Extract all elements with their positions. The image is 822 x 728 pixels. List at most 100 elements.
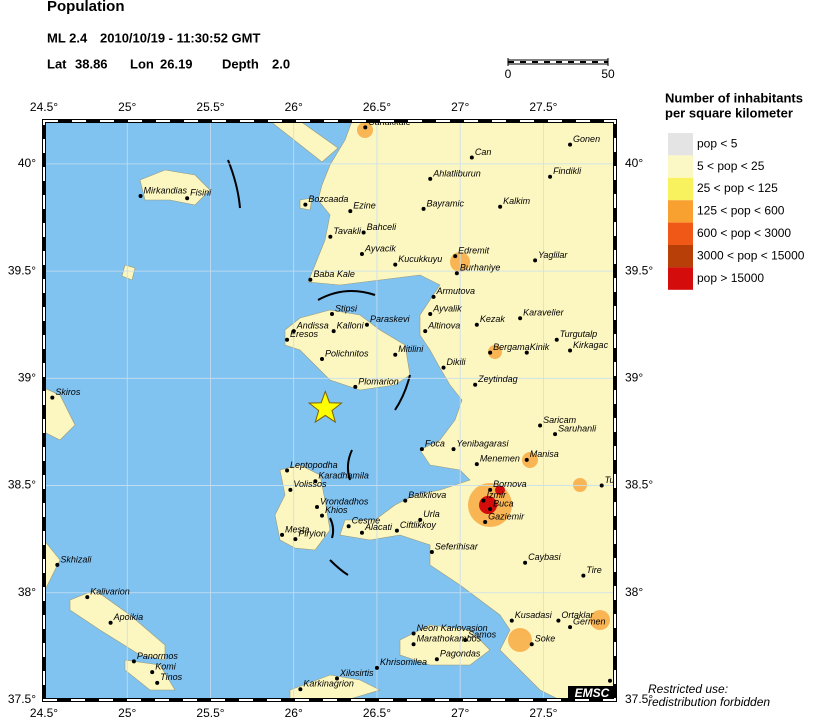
place-dot: [364, 322, 369, 327]
legend-label: pop > 15000: [697, 271, 764, 285]
place-label: Ayvalik: [432, 303, 462, 313]
place-label: Kezak: [480, 314, 506, 324]
x-tick-label: 26°: [285, 706, 303, 720]
place-dot: [150, 670, 155, 675]
y-tick-label: 39°: [625, 371, 643, 385]
place-label: Caybasi: [528, 552, 562, 562]
x-tick-label: 27.5°: [529, 100, 557, 114]
place-label: Dikili: [447, 357, 467, 367]
place-label: Ciftlikkoy: [400, 520, 437, 530]
place-label: Leptopodha: [290, 460, 338, 470]
legend-swatch: [668, 245, 693, 268]
place-dot: [55, 562, 60, 567]
x-tick-label: 26.5°: [363, 706, 391, 720]
place-label: Kusadasi: [515, 610, 553, 620]
place-label: Burhaniye: [460, 263, 501, 273]
place-dot: [463, 637, 468, 642]
place-dot: [538, 423, 543, 428]
place-label: Gonen: [573, 134, 600, 144]
place-label: Bozcaada: [308, 194, 348, 204]
place-dot: [548, 174, 553, 179]
x-tick-label: 26.5°: [363, 100, 391, 114]
place-label: Marathokambos: [417, 634, 482, 644]
badge: [568, 686, 616, 701]
place-dot: [85, 595, 90, 600]
place-dot: [523, 560, 528, 565]
place-label: Tavakli: [333, 226, 362, 236]
place-dot: [138, 194, 143, 199]
place-dot: [524, 350, 529, 355]
place-dot: [320, 357, 325, 362]
place-label: Zeytindag: [477, 374, 518, 384]
place-label: Altinova: [427, 321, 460, 331]
place-dot: [285, 468, 290, 473]
place-label: Soke: [535, 634, 556, 644]
place-dot: [320, 513, 325, 518]
place-dot: [280, 532, 285, 537]
place-dot: [346, 524, 351, 529]
land: [44, 121, 615, 700]
place-label: Stipsi: [335, 303, 358, 313]
place-dot: [453, 254, 458, 259]
x-tick-label: 24.5°: [30, 706, 58, 720]
place-dot: [303, 202, 308, 207]
notice: Restricted use:: [648, 682, 728, 696]
x-tick-label: 26°: [285, 100, 303, 114]
legend-label: pop < 5: [697, 136, 738, 150]
y-tick-label: 38.5°: [8, 478, 36, 492]
place-dot: [469, 155, 474, 160]
legend-swatch: [668, 155, 693, 178]
map-frame: [42, 119, 617, 702]
y-tick-label: 38.5°: [625, 478, 653, 492]
place-dot: [481, 498, 486, 503]
place-label: Samos: [468, 629, 497, 639]
place-dot: [434, 657, 439, 662]
place-label: Turgutl: [605, 475, 633, 485]
title: Population: [47, 0, 125, 15]
place-label: Andissa: [296, 321, 329, 331]
x-tick-label: 27°: [451, 100, 469, 114]
place-dot: [298, 687, 303, 692]
place-dot: [155, 680, 160, 685]
place-label: Karavelier: [523, 308, 565, 318]
place-label: Germen: [573, 616, 606, 626]
legend-label: 600 < pop < 3000: [697, 226, 791, 240]
place-label: Bayramic: [427, 198, 465, 208]
legend-label: 5 < pop < 25: [697, 159, 765, 173]
place-label: Mesta: [285, 524, 310, 534]
place-dot: [533, 258, 538, 263]
legend-label: 125 < pop < 600: [697, 204, 785, 218]
place-dot: [524, 457, 529, 462]
place-dot: [361, 230, 366, 235]
place-dot: [421, 206, 426, 211]
place-label: Baba Kale: [313, 269, 355, 279]
place-label: Ahlatliburun: [432, 168, 481, 178]
place-dot: [353, 384, 358, 389]
place-label: Ortaklar: [561, 610, 594, 620]
place-label: Menemen: [480, 453, 520, 463]
place-dot: [363, 125, 368, 130]
place-dot: [285, 337, 290, 342]
place-dot: [454, 271, 459, 276]
place-label: Buca: [493, 499, 514, 509]
place-label: Mitilini: [398, 344, 424, 354]
place-label: Cesme: [352, 516, 381, 526]
place-dot: [599, 483, 604, 488]
place-dot: [315, 505, 320, 509]
y-tick-label: 39.5°: [625, 263, 653, 277]
place-label: Khios: [325, 505, 348, 515]
magnitude: ML 2.4: [47, 30, 88, 45]
place-label: Polichnitos: [325, 348, 369, 358]
place-label: Saricam: [543, 415, 577, 425]
place-dot: [50, 395, 55, 400]
place-label: Paraskevi: [370, 314, 411, 324]
place-dot: [509, 618, 514, 623]
place-label: Skiros: [55, 387, 81, 397]
place-label: Saruhanli: [558, 423, 597, 433]
legend-title: Number of inhabitants: [665, 90, 803, 105]
x-tick-label: 25.5°: [196, 100, 224, 114]
y-tick-label: 39.5°: [8, 263, 36, 277]
place-label: Yaglilar: [538, 250, 568, 260]
scale-label: 0: [505, 67, 512, 81]
